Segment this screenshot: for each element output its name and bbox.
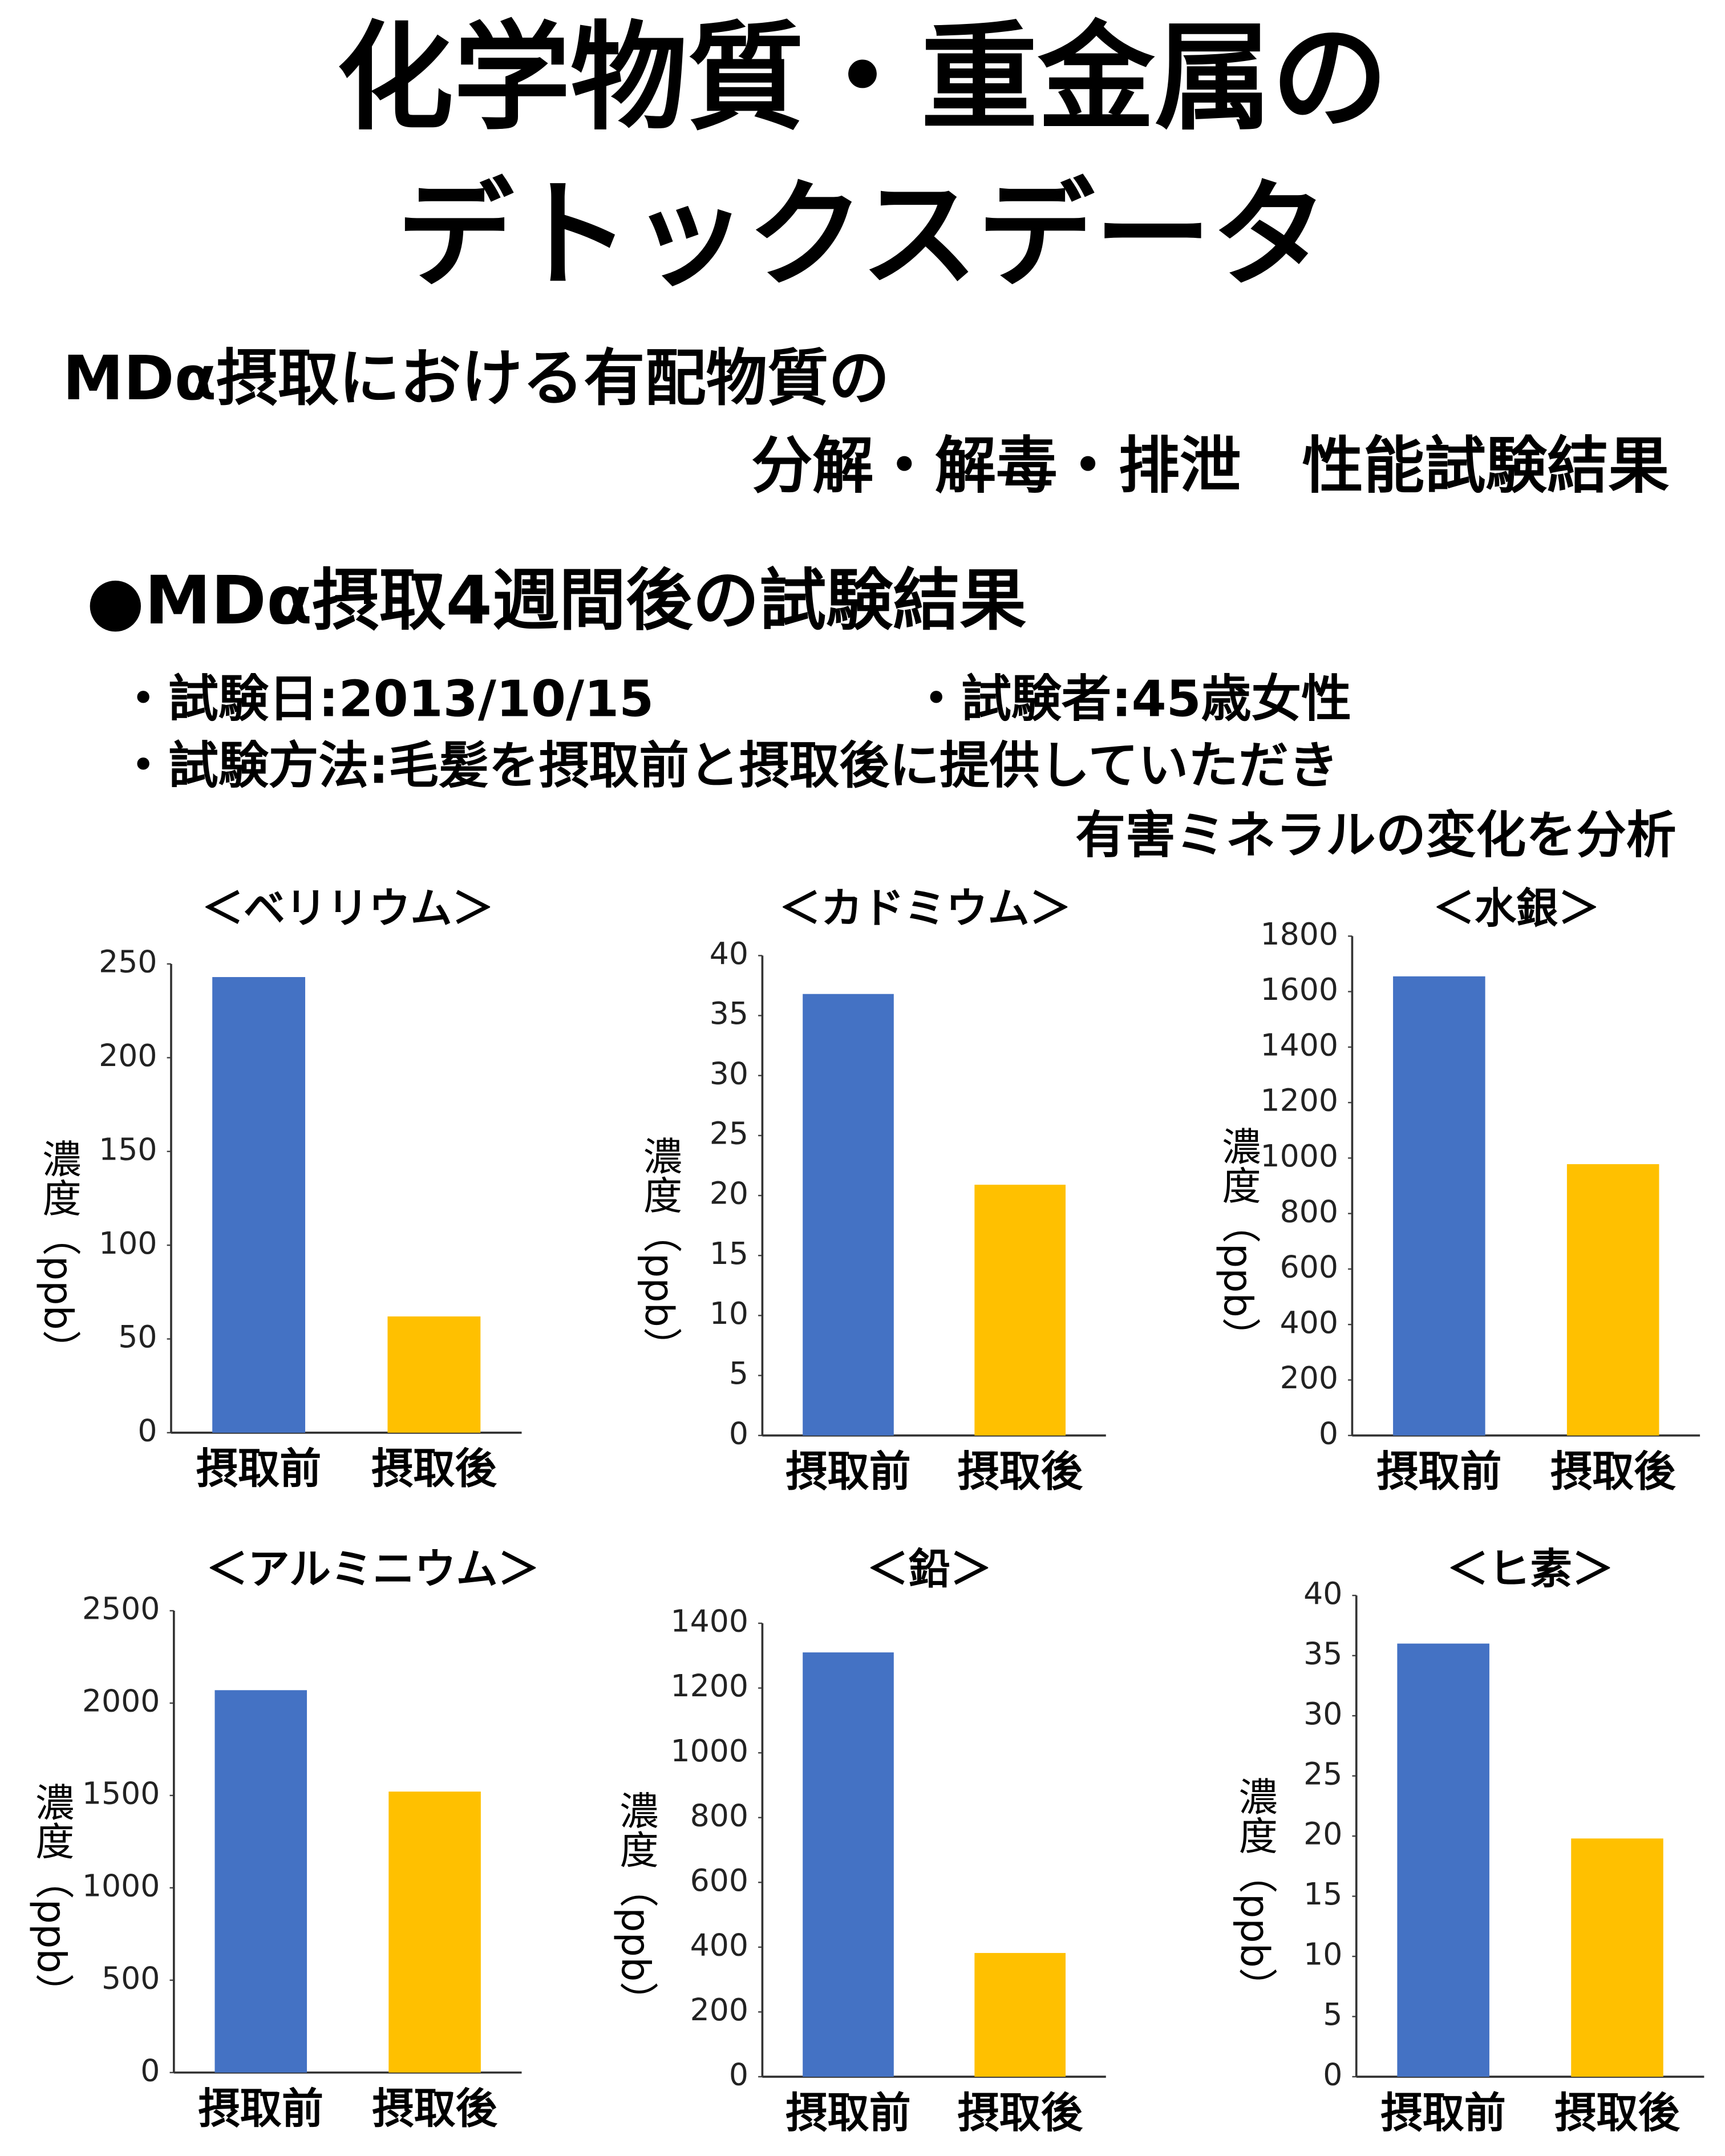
y-tick-label: 250 <box>99 944 157 980</box>
info: 有害ミネラルの変化を分析 <box>1075 806 1676 864</box>
y-tick-label: 30 <box>1303 1696 1342 1732</box>
bar <box>1566 1164 1659 1436</box>
info: ・試験方法:毛髪を摂取前と摂取後に提供していただき <box>118 737 1338 795</box>
y-tick-label: 5 <box>729 1355 748 1391</box>
x-tick-label: 摂取前 <box>199 2085 323 2133</box>
y-tick-label: 1800 <box>1261 916 1339 952</box>
y-tick-label: 100 <box>99 1225 157 1261</box>
x-tick-label: 摂取後 <box>957 1448 1083 1496</box>
y-tick-label: 25 <box>710 1116 748 1152</box>
y-tick-label: 35 <box>710 995 748 1031</box>
bar <box>1571 1838 1663 2077</box>
y-tick-label: 10 <box>1303 1936 1342 1972</box>
y-tick-label: 1400 <box>671 1603 749 1639</box>
subtitle: 分解・解毒・排泄 性能試験結果 <box>751 431 1669 502</box>
chart-title: ＜ヒ素＞ <box>1447 1545 1614 1594</box>
y-tick-label: 50 <box>118 1319 157 1355</box>
bar <box>1393 976 1485 1436</box>
y-tick-label: 150 <box>99 1131 157 1167</box>
y-tick-label: 400 <box>1280 1304 1338 1340</box>
x-tick-label: 摂取後 <box>957 2089 1083 2137</box>
y-tick-label: 0 <box>729 2057 748 2093</box>
x-tick-label: 摂取前 <box>785 2089 910 2137</box>
chart-title: ＜鉛＞ <box>866 1545 991 1594</box>
y-tick-label: 0 <box>137 1413 157 1449</box>
title: 化学物質・重金属の <box>337 10 1388 146</box>
y-tick-label: 0 <box>140 2052 160 2088</box>
y-tick-label: 1500 <box>82 1776 160 1811</box>
bar <box>803 994 894 1436</box>
y-axis-label: 濃度（ppb） <box>613 1790 658 2020</box>
subtitle: MDα摂取における有配物質の <box>63 343 890 414</box>
y-tick-label: 1000 <box>671 1733 749 1769</box>
y-tick-label: 1000 <box>1261 1138 1339 1174</box>
y-tick-label: 200 <box>690 1992 748 2028</box>
chart-title: ＜カドミウム＞ <box>779 884 1071 933</box>
y-tick-label: 20 <box>710 1176 748 1211</box>
y-axis-label: 濃度（ppb） <box>1232 1777 1277 2007</box>
y-tick-label: 5 <box>1323 1996 1342 2032</box>
bar <box>388 1792 481 2073</box>
y-axis-label: 濃度（ppb） <box>637 1136 682 1366</box>
x-tick-label: 摂取後 <box>371 1445 497 1493</box>
y-tick-label: 1400 <box>1261 1027 1339 1063</box>
x-tick-label: 摂取前 <box>785 1448 910 1496</box>
x-tick-label: 摂取後 <box>1554 2089 1680 2137</box>
x-tick-label: 摂取後 <box>372 2085 497 2133</box>
y-tick-label: 40 <box>1303 1575 1342 1611</box>
y-axis-label: 濃度（ppb） <box>35 1139 80 1369</box>
y-axis-label: 濃度（ppb） <box>1215 1126 1260 1356</box>
x-tick-label: 摂取前 <box>1376 1448 1501 1496</box>
x-tick-label: 摂取後 <box>1550 1448 1676 1496</box>
y-tick-label: 200 <box>1280 1360 1338 1396</box>
y-tick-label: 10 <box>710 1295 748 1331</box>
chart-title: ＜水銀＞ <box>1433 884 1600 933</box>
x-tick-label: 摂取前 <box>196 1445 321 1493</box>
y-tick-label: 15 <box>710 1235 748 1271</box>
title: デトックスデータ <box>397 168 1329 303</box>
bar <box>974 1185 1066 1436</box>
y-tick-label: 0 <box>729 1415 748 1451</box>
y-tick-label: 600 <box>1280 1249 1338 1285</box>
y-tick-label: 200 <box>99 1038 157 1073</box>
y-tick-label: 15 <box>1303 1876 1342 1912</box>
bar <box>214 1690 307 2073</box>
bar <box>1397 1643 1489 2077</box>
x-tick-label: 摂取前 <box>1380 2089 1505 2137</box>
y-axis-label: 濃度（ppb） <box>29 1782 74 2012</box>
section-heading: ●MDα摂取4週間後の試験結果 <box>86 561 1026 639</box>
y-tick-label: 2500 <box>82 1591 160 1627</box>
y-tick-label: 1200 <box>671 1668 749 1704</box>
bar <box>212 977 306 1433</box>
y-tick-label: 600 <box>690 1862 748 1898</box>
chart-title: ＜アルミニウム＞ <box>206 1545 540 1594</box>
y-tick-label: 1200 <box>1261 1083 1339 1118</box>
y-tick-label: 800 <box>1280 1193 1338 1229</box>
info: ・試験者:45歳女性 <box>911 670 1351 728</box>
y-tick-label: 30 <box>710 1055 748 1091</box>
bar <box>974 1953 1066 2077</box>
y-tick-label: 20 <box>1303 1816 1342 1852</box>
bar <box>803 1652 894 2077</box>
y-tick-label: 1600 <box>1261 971 1339 1007</box>
chart-title: ＜ベリリウム＞ <box>202 884 494 933</box>
y-tick-label: 35 <box>1303 1635 1342 1671</box>
y-tick-label: 1000 <box>82 1867 160 1903</box>
bar <box>387 1316 481 1433</box>
y-tick-label: 25 <box>1303 1756 1342 1792</box>
y-tick-label: 400 <box>690 1927 748 1963</box>
y-tick-label: 800 <box>690 1797 748 1833</box>
y-tick-label: 40 <box>710 935 748 971</box>
y-tick-label: 0 <box>1323 2057 1342 2093</box>
info: ・試験日:2013/10/15 <box>118 670 654 728</box>
y-tick-label: 0 <box>1319 1415 1338 1451</box>
y-tick-label: 2000 <box>82 1683 160 1719</box>
y-tick-label: 500 <box>102 1960 160 1996</box>
